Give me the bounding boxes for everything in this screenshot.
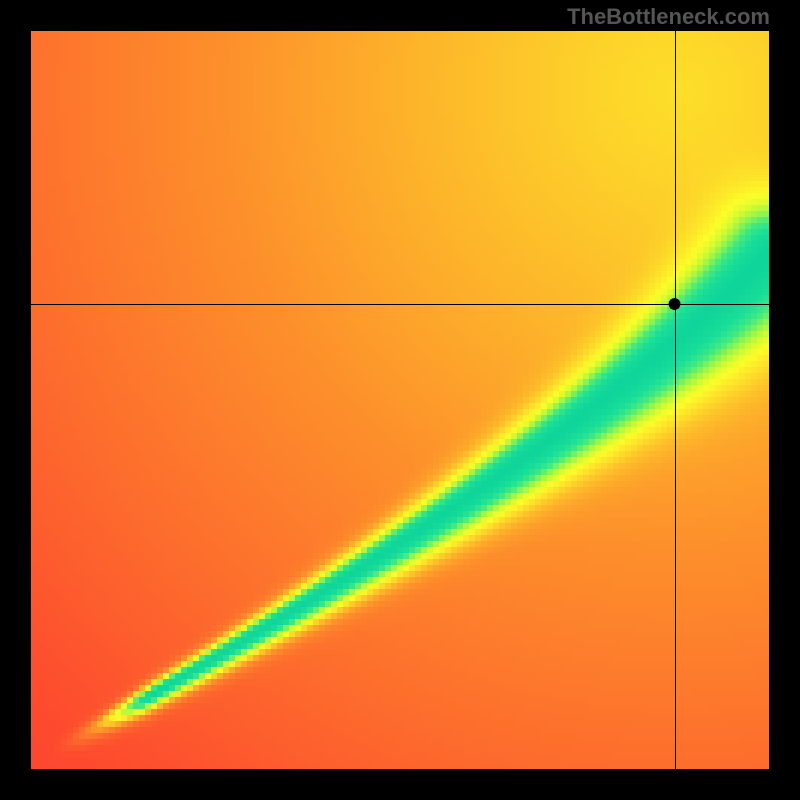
chart-container: TheBottleneck.com [0,0,800,800]
heatmap-canvas [0,0,800,800]
watermark-text: TheBottleneck.com [567,4,770,30]
